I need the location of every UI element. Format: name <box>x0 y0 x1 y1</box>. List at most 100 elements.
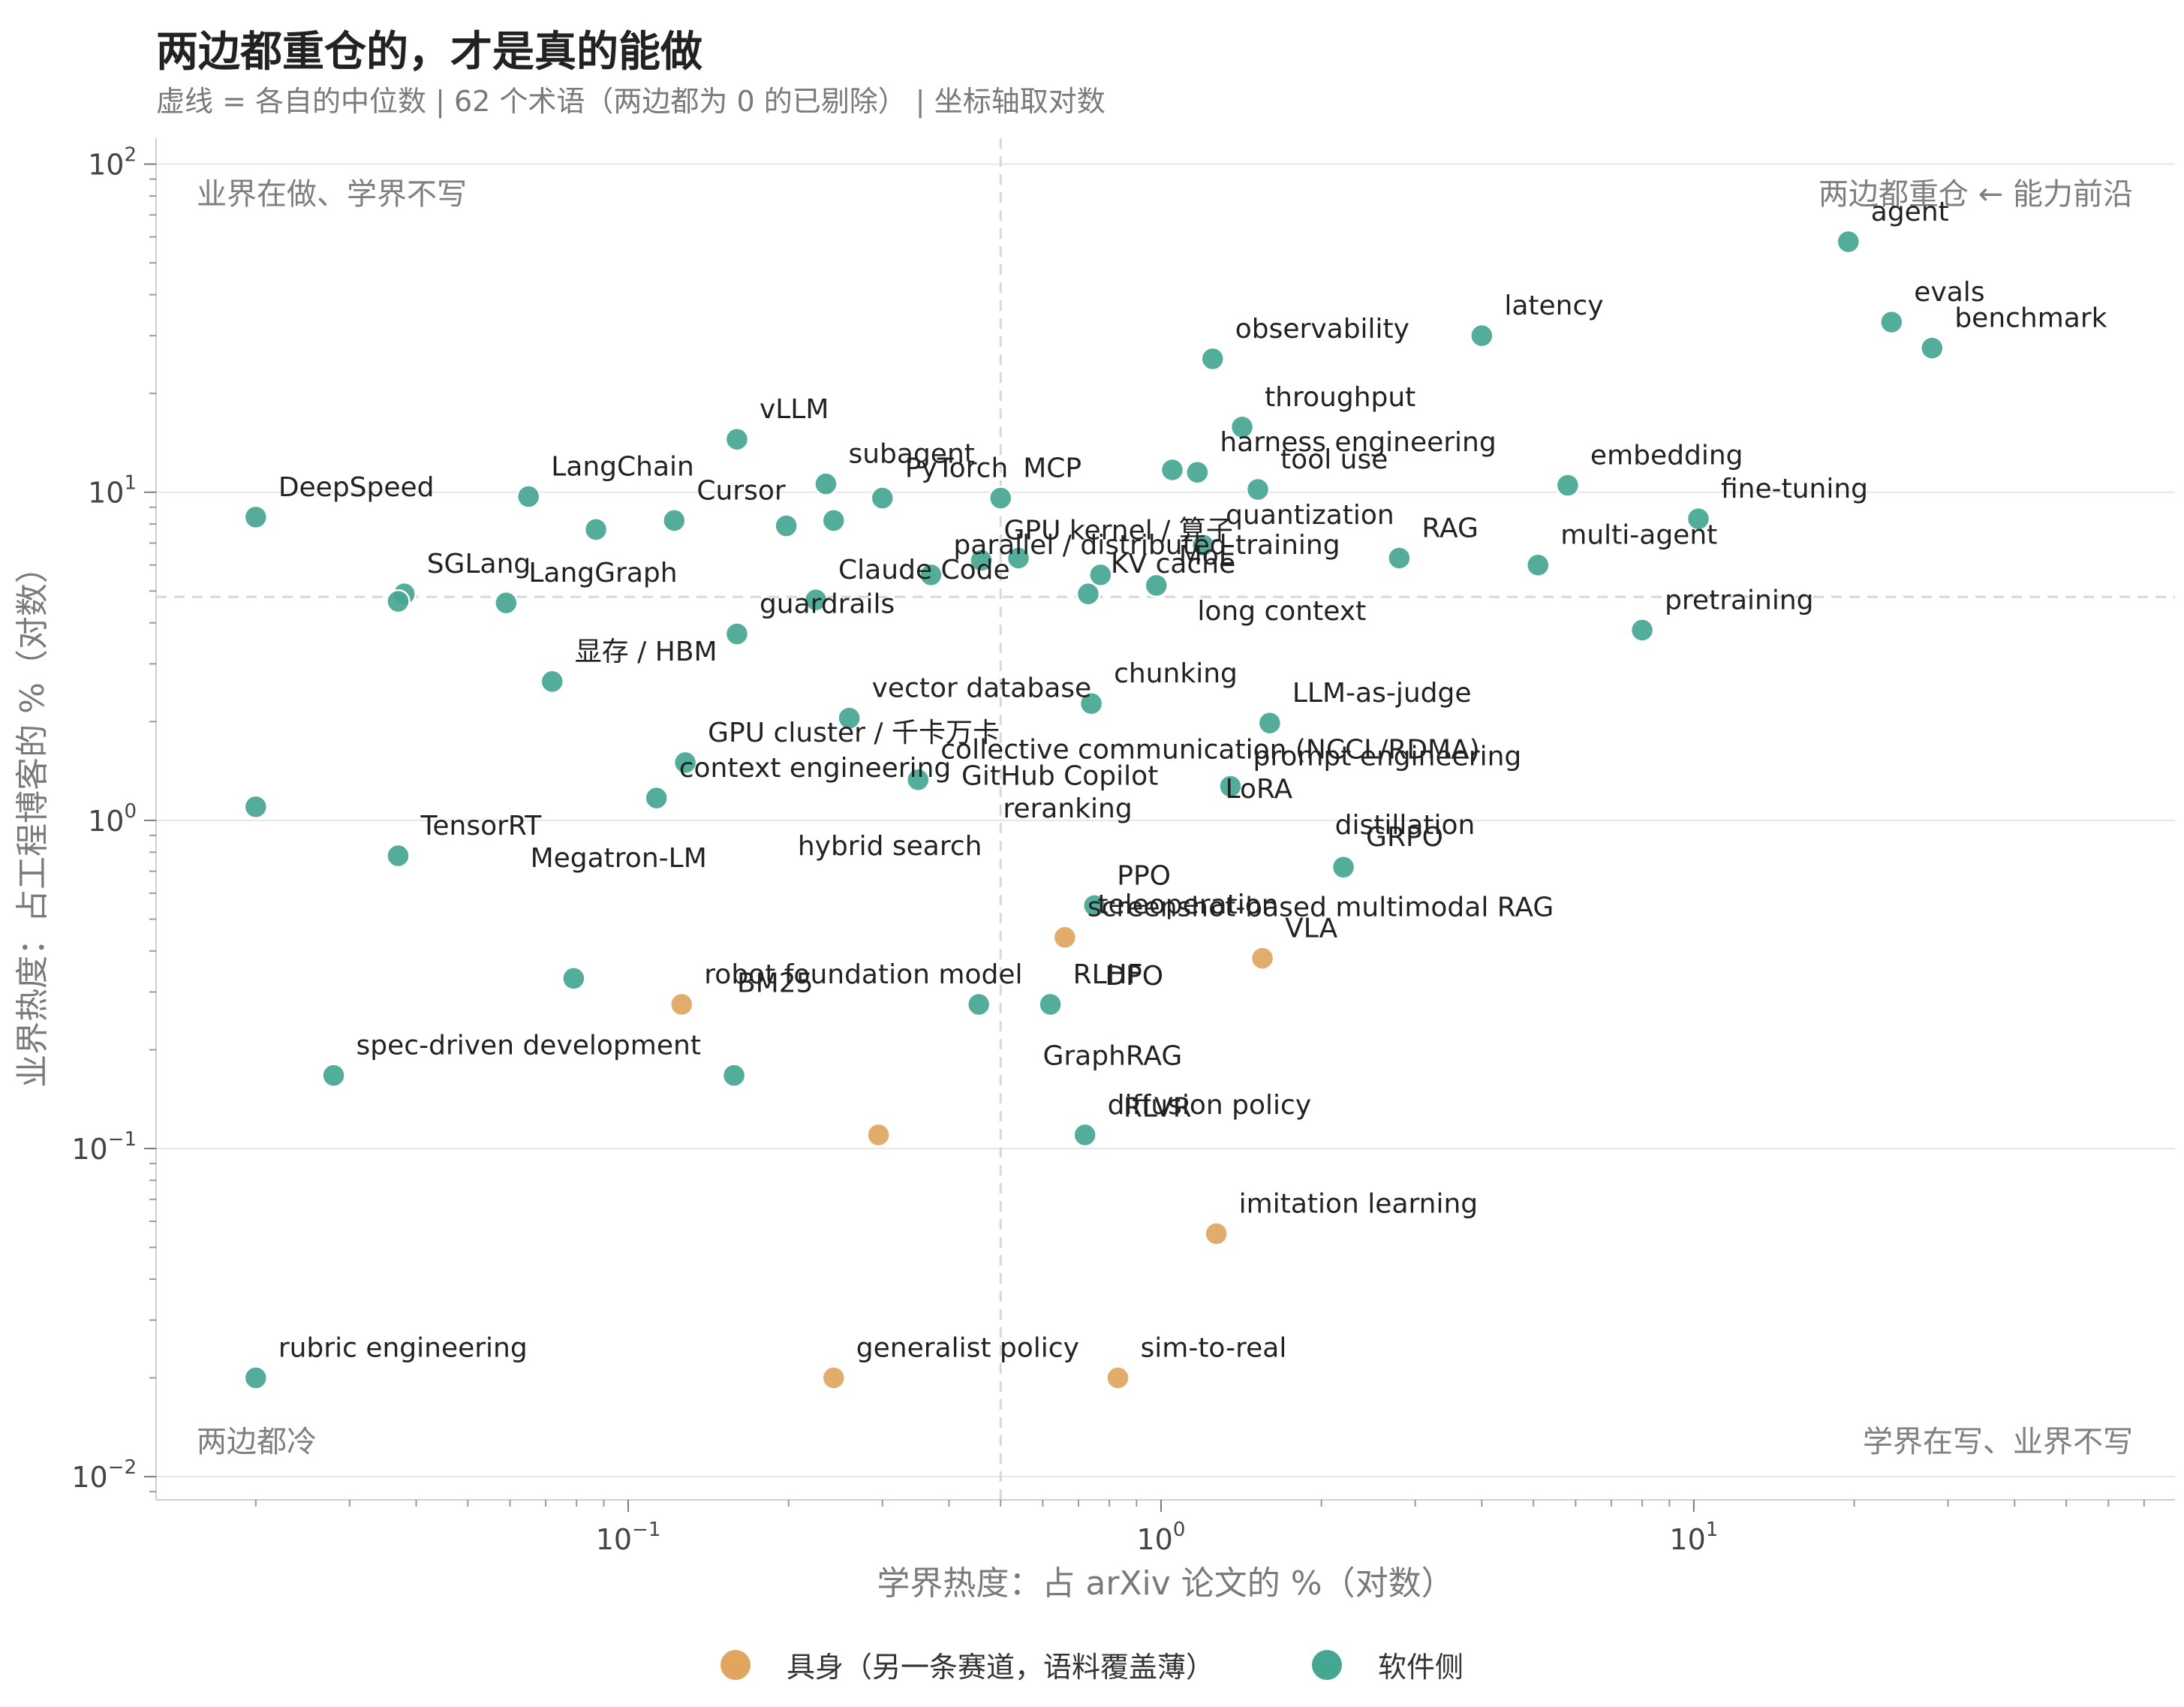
point-label: evals <box>1914 277 1984 308</box>
y-tick-label: 10−2 <box>71 1456 137 1494</box>
point-label: screenshot-based multimodal RAG <box>1087 893 1554 923</box>
point-label: TensorRT <box>420 811 542 841</box>
point-label: generalist policy <box>856 1333 1079 1364</box>
data-point <box>1218 774 1243 799</box>
data-point <box>669 992 694 1017</box>
data-point <box>837 706 862 730</box>
point-label: long context <box>1197 596 1366 627</box>
point-label: KV cache <box>1111 549 1235 580</box>
point-label: spec-driven development <box>356 1031 701 1061</box>
point-label: subagent <box>848 439 974 470</box>
data-point <box>724 622 750 646</box>
point-label: MCP <box>1023 453 1081 483</box>
data-point <box>1200 346 1226 372</box>
point-label: vLLM <box>760 394 829 425</box>
data-point <box>1257 710 1283 736</box>
data-point <box>540 669 564 694</box>
point-label: context engineering <box>679 753 952 784</box>
point-label: DPO <box>1105 961 1163 992</box>
data-point <box>1185 459 1210 485</box>
quadrant-label-top-right: 两边都重仓 ← 能力前沿 <box>1818 177 2133 212</box>
point-label: parallel / distributed training <box>953 530 1340 561</box>
data-point <box>814 471 838 496</box>
point-label: agent <box>1871 197 1949 227</box>
point-label: BM25 <box>737 968 814 998</box>
point-label: LangGraph <box>528 558 677 589</box>
point-label: Megatron-LM <box>531 843 707 874</box>
data-point <box>386 589 411 614</box>
x-tick-label: 10−1 <box>596 1519 661 1556</box>
point-label: VLA <box>1285 914 1338 944</box>
point-label: benchmark <box>1954 303 2107 334</box>
data-point <box>803 587 829 613</box>
data-point <box>721 1063 747 1088</box>
point-label: MoE <box>1179 540 1236 571</box>
data-point <box>821 1365 847 1390</box>
point-label: observability <box>1235 314 1409 345</box>
point-label: teleoperation <box>1097 890 1278 920</box>
point-label: chunking <box>1114 658 1238 689</box>
point-label: collective communication (NCCL/RDMA) <box>940 735 1480 766</box>
point-label: sim-to-real <box>1141 1333 1287 1364</box>
data-point <box>1920 336 1945 360</box>
point-label: robot foundation model <box>704 959 1022 990</box>
data-point <box>243 504 269 530</box>
chart-subtitle: 虚线 = 各自的中位数 | 62 个术语（两边都为 0 的已剔除） | 坐标轴取… <box>156 85 1106 118</box>
legend-marker-software <box>1312 1649 1342 1680</box>
data-point <box>1387 546 1412 571</box>
data-point <box>870 486 895 510</box>
point-label: Cursor <box>696 475 786 506</box>
legend: 具身（另一条赛道，语料覆盖薄） 软件侧 <box>0 1644 2184 1685</box>
data-point <box>1075 581 1101 607</box>
x-axis-label: 学界热度：占 arXiv 论文的 %（对数） <box>877 1564 1454 1603</box>
legend-item-embodied: 具身（另一条赛道，语料覆盖薄） <box>720 1644 1214 1685</box>
data-point <box>1686 506 1711 531</box>
data-point <box>1526 552 1551 577</box>
quadrant-label-bottom-left: 两边都冷 <box>197 1425 317 1459</box>
point-label: GRPO <box>1366 822 1443 853</box>
point-label: fine-tuning <box>1721 474 1868 504</box>
point-label: GPU kernel / 算子 <box>1004 515 1233 546</box>
point-label: latency <box>1504 291 1603 321</box>
data-point <box>1038 992 1063 1017</box>
point-label: PyTorch <box>905 453 1009 483</box>
point-label: hybrid search <box>798 831 982 862</box>
point-label: 显存 / HBM <box>575 637 717 667</box>
point-label: GraphRAG <box>1042 1040 1182 1071</box>
data-point <box>821 508 847 533</box>
data-point <box>1204 1221 1229 1246</box>
data-point <box>321 1063 346 1088</box>
legend-item-software: 软件侧 <box>1312 1644 1464 1685</box>
data-point <box>561 966 586 991</box>
quadrant-label-bottom-right: 学界在写、业界不写 <box>1863 1425 2133 1459</box>
legend-marker-embodied <box>720 1649 751 1680</box>
y-tick-label: 10−1 <box>71 1128 137 1166</box>
y-axis-label: 业界热度：占工程博客的 %（对数） <box>14 550 52 1088</box>
point-label: pretraining <box>1665 585 1813 616</box>
point-label: harness engineering <box>1220 427 1496 458</box>
data-point <box>988 486 1013 510</box>
point-label: prompt engineering <box>1253 742 1521 772</box>
chart-title: 两边都重仓的，才是真的能做 <box>156 28 702 77</box>
data-point <box>1555 473 1581 498</box>
point-label: LLM-as-judge <box>1292 678 1472 709</box>
data-point <box>966 992 991 1017</box>
data-point <box>1160 457 1185 483</box>
point-label: GPU cluster / 千卡万卡 <box>708 718 1000 748</box>
data-point <box>1082 893 1107 918</box>
data-point <box>969 548 994 573</box>
quadrant-label-top-left: 业界在做、学界不写 <box>197 177 467 212</box>
data-point <box>243 1365 269 1390</box>
point-label: tool use <box>1280 444 1388 475</box>
data-point <box>662 508 687 533</box>
data-point <box>1006 546 1031 571</box>
data-point <box>906 767 931 792</box>
data-point <box>1229 414 1255 440</box>
y-tick-label: 101 <box>88 472 137 510</box>
point-label: embedding <box>1590 440 1743 471</box>
data-point <box>1144 573 1169 598</box>
y-tick-label: 100 <box>88 800 137 838</box>
data-point <box>1331 854 1356 880</box>
point-label: LangChain <box>551 452 694 483</box>
